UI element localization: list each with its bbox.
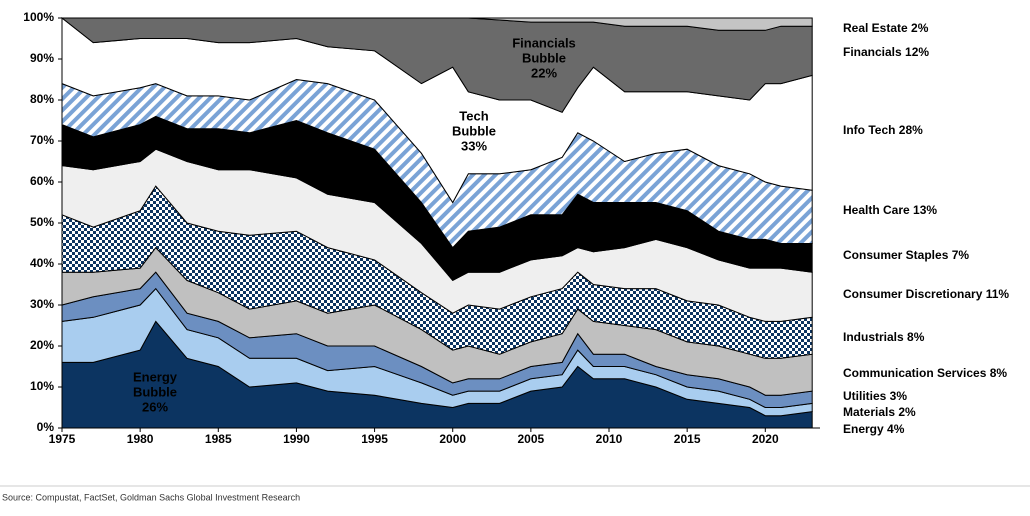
x-tick-label: 1985	[205, 432, 232, 446]
annotation: 33%	[461, 138, 487, 153]
y-tick-label: 30%	[30, 297, 54, 311]
legend-label: Industrials 8%	[843, 330, 925, 344]
x-tick-label: 2010	[596, 432, 623, 446]
y-tick-label: 10%	[30, 379, 54, 393]
source: Source: Compustat, FactSet, Goldman Sach…	[2, 492, 300, 502]
legend-label: Financials 12%	[843, 45, 929, 59]
y-tick-label: 70%	[30, 133, 54, 147]
x-tick-label: 2015	[674, 432, 701, 446]
legend-label: Health Care 13%	[843, 203, 937, 217]
annotation: Bubble	[452, 123, 496, 138]
y-tick-label: 60%	[30, 174, 54, 188]
y-tick-label: 40%	[30, 256, 54, 270]
annotation: Bubble	[522, 50, 566, 65]
y-tick-label: 20%	[30, 338, 54, 352]
y-tick-label: 50%	[30, 215, 54, 229]
legend-label: Info Tech 28%	[843, 123, 923, 137]
legend-label: Utilities 3%	[843, 389, 907, 403]
annotation: 26%	[142, 399, 168, 414]
annotation: Financials	[512, 35, 576, 50]
y-tick-label: 90%	[30, 51, 54, 65]
area	[62, 17, 813, 31]
y-tick-label: 80%	[30, 92, 54, 106]
annotation: 22%	[531, 65, 557, 80]
x-tick-label: 1975	[49, 432, 76, 446]
x-tick-label: 1980	[127, 432, 154, 446]
x-tick-label: 2020	[752, 432, 779, 446]
legend-label: Consumer Staples 7%	[843, 248, 969, 262]
x-tick-label: 1990	[283, 432, 310, 446]
annotation: Energy	[133, 369, 178, 384]
legend-label: Real Estate 2%	[843, 21, 929, 35]
y-tick-label: 0%	[37, 420, 55, 434]
areas	[60, 16, 813, 429]
legend-label: Materials 2%	[843, 405, 916, 419]
axes: 0% 10% 20% 30% 40% 50% 60% 70% 80% 90% 100% 1975 198…	[23, 10, 820, 446]
x-tick-label: 1995	[361, 432, 388, 446]
x-tick-label: 2000	[439, 432, 466, 446]
legend-label: Energy 4%	[843, 422, 905, 436]
annotation: Tech	[459, 108, 488, 123]
x-tick-label: 2005	[518, 432, 545, 446]
annotation: Bubble	[133, 384, 177, 399]
legend-label: Communication Services 8%	[843, 366, 1007, 380]
legend-label: Consumer Discretionary 11%	[843, 287, 1009, 301]
y-tick-label: 100%	[23, 10, 54, 24]
